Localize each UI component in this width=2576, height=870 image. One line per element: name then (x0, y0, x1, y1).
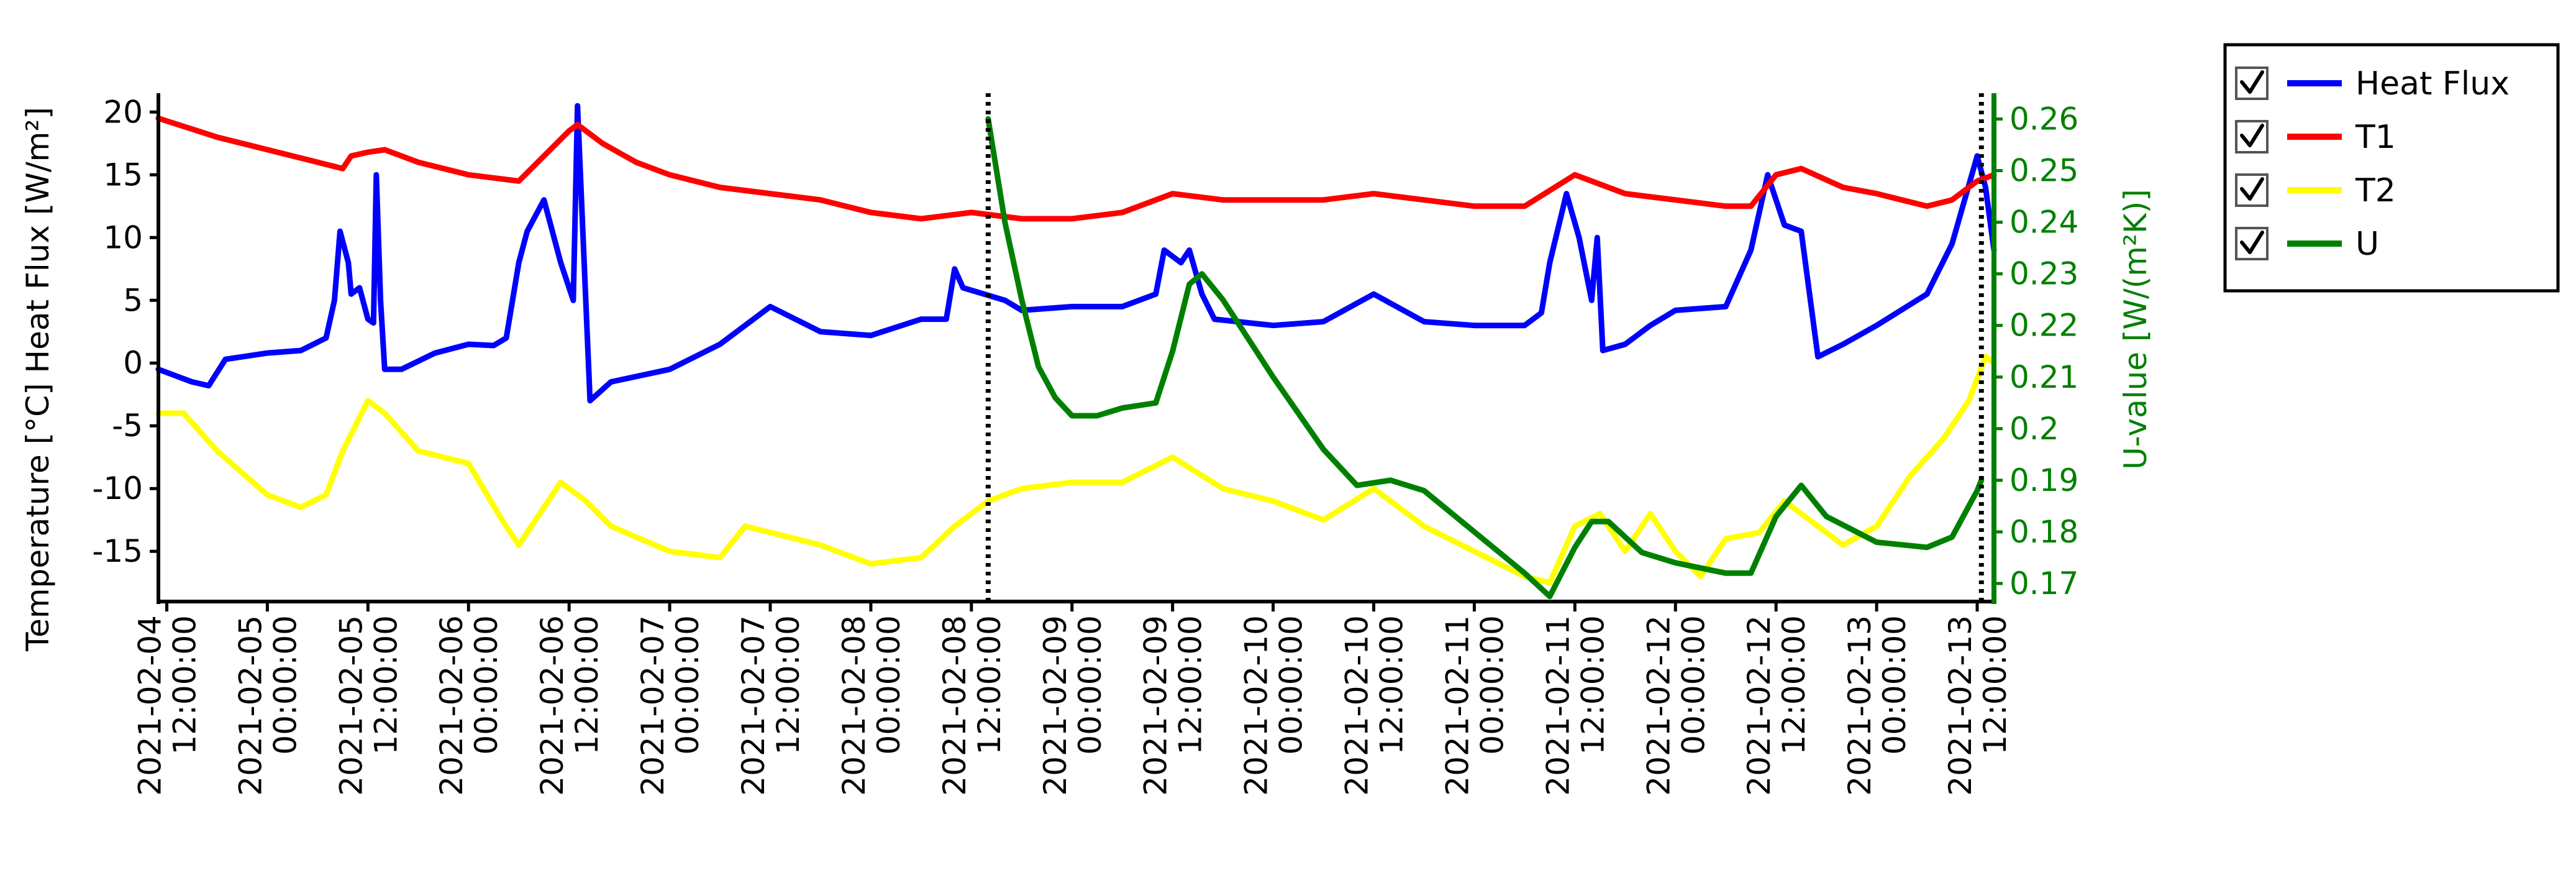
y-left-tick-label: 10 (103, 219, 143, 255)
vertical-markers (985, 93, 1984, 602)
y-axis-right-label: U-value [W/(m²K)] (2118, 189, 2154, 470)
axes: -15 -10 -5 0 5 10 15 20 0.17 0.18 0.19 0.2 0.21 0.22 0… (92, 93, 2078, 796)
legend-label: U (2355, 226, 2379, 263)
x-tick-label: 2021-02-1000:00:00 (1239, 615, 1309, 796)
x-tick-label: 2021-02-0500:00:00 (232, 615, 303, 796)
y-right-tick-label: 0.18 (2009, 514, 2078, 550)
x-tick-label: 2021-02-1100:00:00 (1439, 615, 1510, 796)
x-tick-label: 2021-02-1200:00:00 (1641, 615, 1711, 796)
y-left-tick-label: -5 (112, 408, 143, 444)
x-tick-label: 2021-02-1300:00:00 (1842, 615, 1913, 796)
y-right-tick-label: 0.2 (2009, 411, 2059, 447)
y-right-tick-label: 0.17 (2009, 566, 2078, 602)
legend-label: T2 (2355, 172, 2396, 209)
legend-label: T1 (2355, 119, 2396, 156)
x-tick-label: 2021-02-1012:00:00 (1339, 615, 1410, 796)
x-tick-label: 2021-02-0712:00:00 (735, 615, 806, 796)
y-left-tick-label: 20 (103, 94, 143, 130)
checkmark-icon (2240, 124, 2264, 147)
checkmark-icon (2240, 177, 2264, 201)
y-right-tick-label: 0.21 (2009, 359, 2078, 395)
y-left-tick-label: 15 (103, 157, 143, 193)
checkmark-icon (2240, 70, 2264, 94)
x-tick-label: 2021-02-0812:00:00 (937, 615, 1008, 796)
x-tick-label: 2021-02-0512:00:00 (333, 615, 404, 796)
checkmark-icon (2240, 231, 2264, 254)
series-line-heat-flux (155, 103, 1997, 404)
y-right-tick-label: 0.26 (2009, 101, 2078, 137)
x-tick-label: 2021-02-0412:00:00 (132, 615, 203, 796)
legend: Heat Flux T1 T2 U (2223, 43, 2560, 293)
y-right-tick-label: 0.19 (2009, 462, 2078, 498)
x-tick-label: 2021-02-0912:00:00 (1138, 615, 1209, 796)
x-tick-label: 2021-02-1212:00:00 (1741, 615, 1812, 796)
y-left-tick-label: -10 (92, 470, 143, 506)
x-tick-label: 2021-02-0600:00:00 (434, 615, 504, 796)
legend-label: Heat Flux (2355, 65, 2510, 103)
y-right-tick-label: 0.23 (2009, 256, 2078, 292)
x-tick-label: 2021-02-0900:00:00 (1037, 615, 1108, 796)
y-axis-left-label: Temperature [°C] Heat Flux [W/m²] (20, 107, 56, 652)
y-right-tick-label: 0.22 (2009, 308, 2078, 344)
x-tick-label: 2021-02-0800:00:00 (836, 615, 907, 796)
legend-item-t2[interactable]: T2 (2235, 172, 2396, 209)
y-right-tick-label: 0.24 (2009, 204, 2078, 240)
legend-item-heat-flux[interactable]: Heat Flux (2235, 65, 2510, 103)
series-line-t2 (155, 354, 1997, 586)
y-right-tick-label: 0.25 (2009, 153, 2078, 189)
x-tick-label: 2021-02-1112:00:00 (1540, 615, 1611, 796)
y-left-tick-label: 0 (123, 345, 143, 381)
x-tick-label: 2021-02-0612:00:00 (534, 615, 605, 796)
x-tick-label: 2021-02-0700:00:00 (635, 615, 706, 796)
series-line-u (985, 116, 1985, 600)
legend-item-u[interactable]: U (2235, 226, 2379, 263)
x-tick-label: 2021-02-1312:00:00 (1942, 615, 2013, 796)
legend-item-t1[interactable]: T1 (2235, 119, 2396, 156)
y-left-tick-label: -15 (92, 533, 143, 569)
series-layer (155, 103, 1997, 600)
y-left-tick-label: 5 (123, 282, 143, 318)
legend-box (2223, 43, 2560, 293)
series-line-t1 (155, 115, 1997, 222)
